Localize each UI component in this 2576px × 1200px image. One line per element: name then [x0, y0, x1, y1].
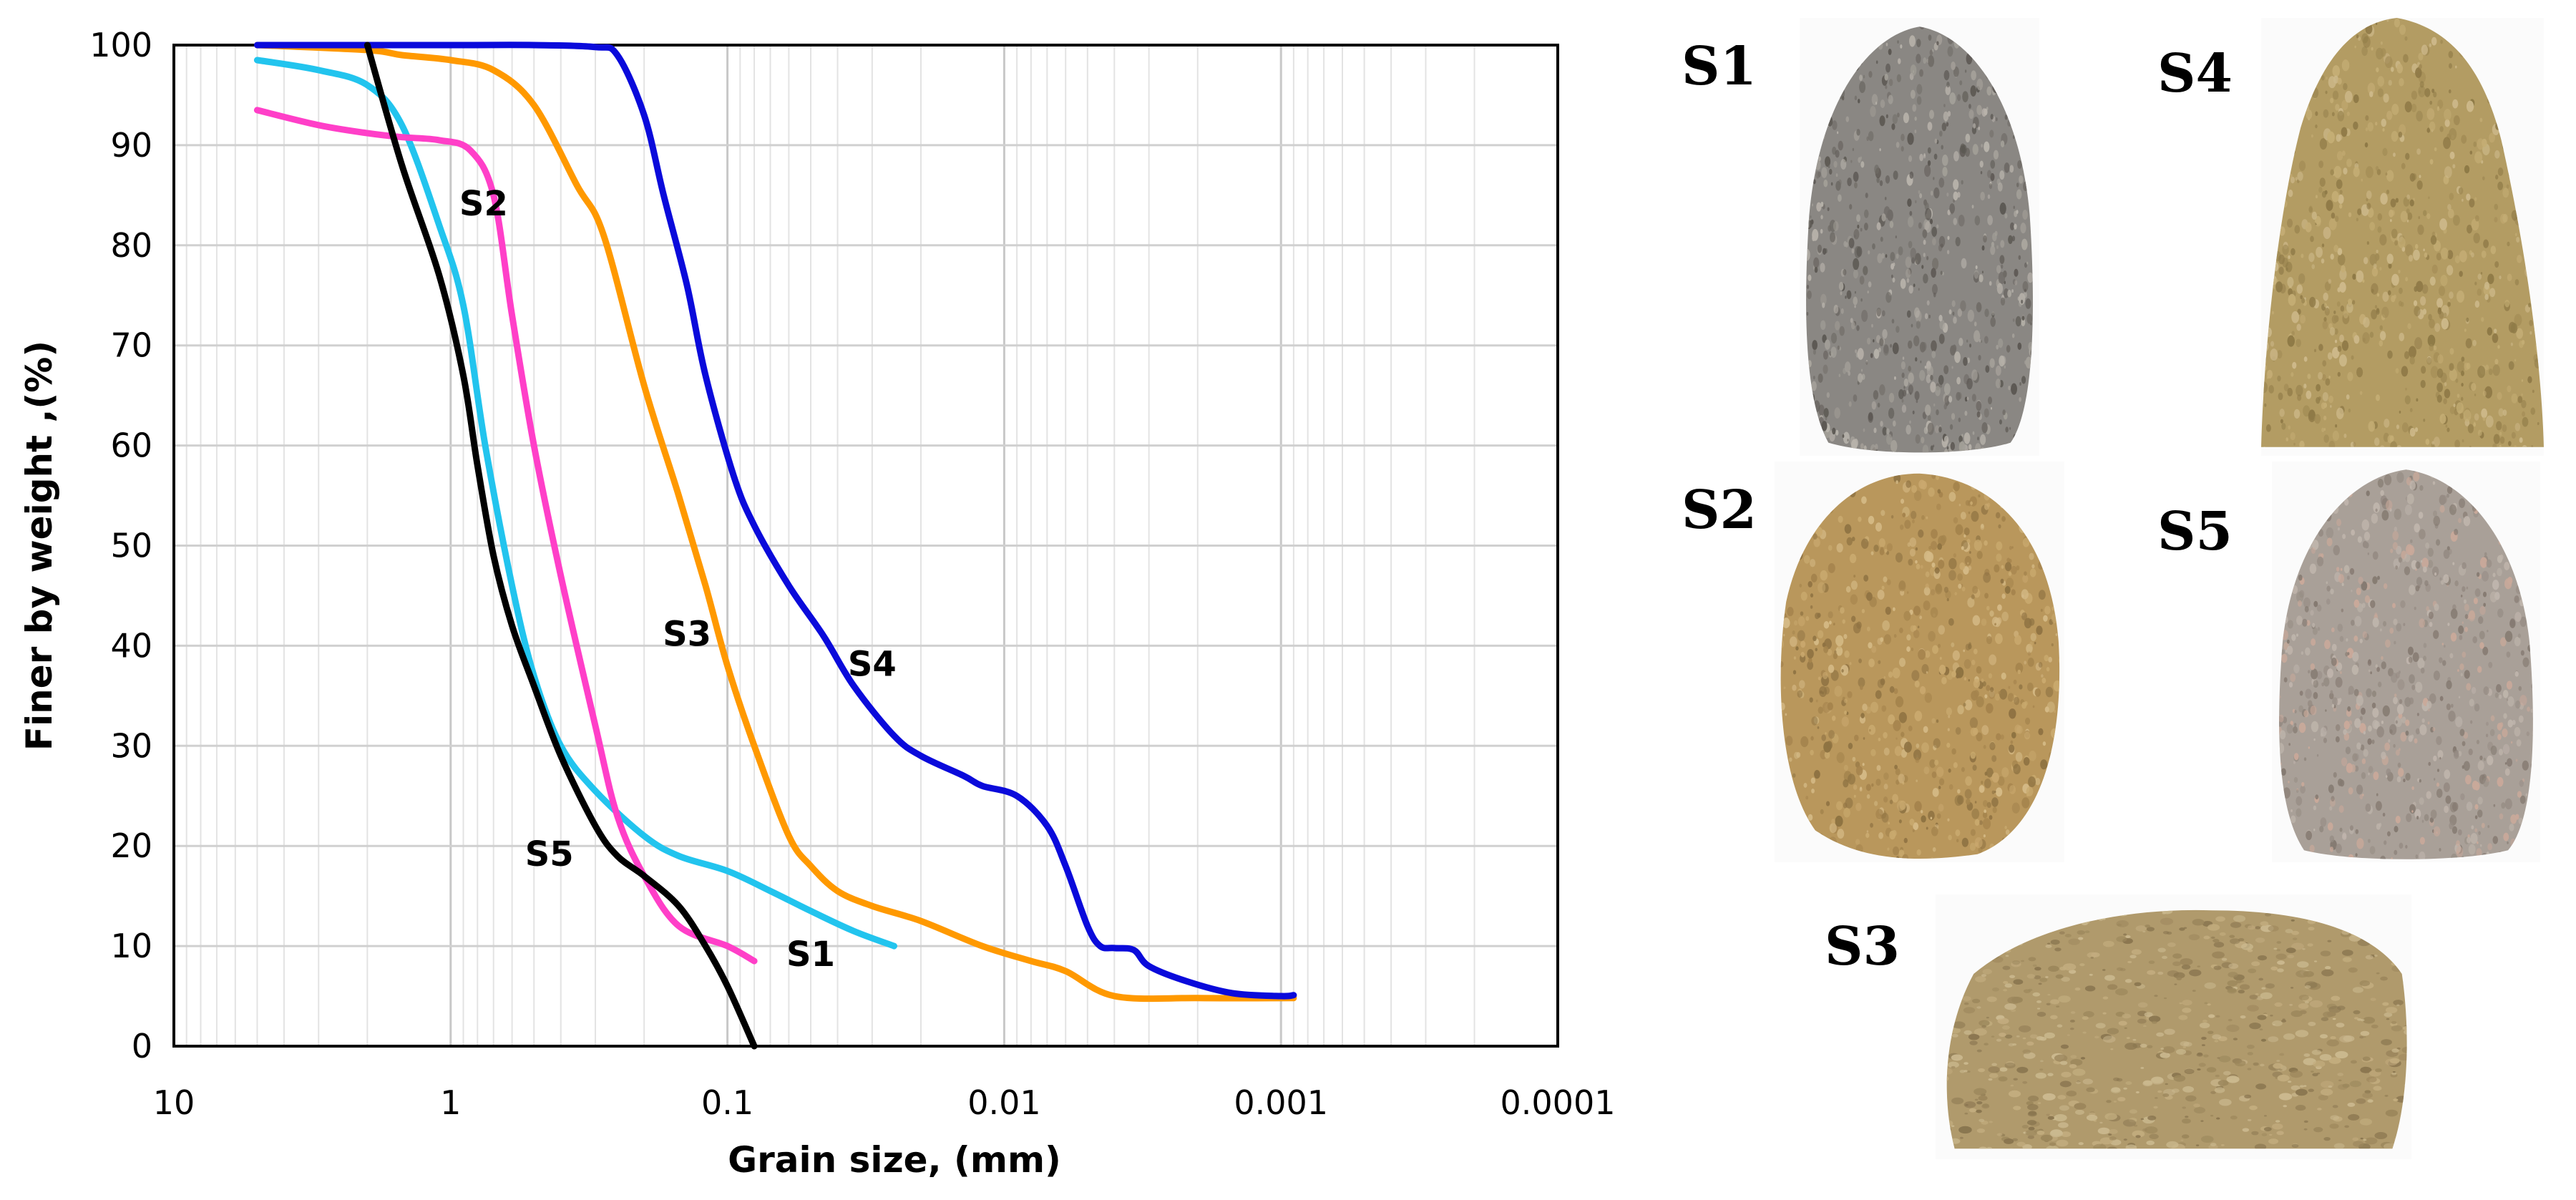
y-tick-label: 30 — [110, 726, 152, 765]
sample-photo-s2 — [1775, 462, 2064, 862]
y-tick-labels: 0 10 20 30 40 50 60 70 80 90 100 — [89, 26, 152, 1065]
sample-photo-s4 — [2261, 18, 2544, 456]
sample-body — [1806, 26, 2033, 453]
sample-label-s3: S3 — [1825, 916, 1900, 977]
y-axis-title: Finer by weight ,(%) — [19, 341, 60, 751]
series-label-s1: S1 — [786, 935, 835, 975]
x-tick-labels: 10 1 0.1 0.01 0.001 0.0001 — [153, 1083, 1616, 1122]
y-tick-label: 0 — [132, 1027, 152, 1065]
y-tick-label: 100 — [89, 26, 152, 64]
sample-label-s2: S2 — [1682, 479, 1757, 541]
series-line-s5 — [364, 42, 758, 1050]
x-tick-label: 0.0001 — [1501, 1083, 1616, 1122]
sample-body — [1780, 473, 2060, 859]
sample-body — [2261, 18, 2544, 447]
sample-body — [1946, 909, 2407, 1149]
series-layer — [253, 42, 1297, 1050]
y-tick-label: 70 — [110, 326, 152, 365]
grain-size-chart: 10 1 0.1 0.01 0.001 0.0001 0 10 20 30 40 50 60 70 80 9… — [19, 26, 1616, 1181]
series-line-s1 — [253, 57, 897, 950]
y-tick-label: 20 — [110, 826, 152, 865]
sample-photo-s1 — [1800, 18, 2039, 456]
sample-photo-s3 — [1936, 894, 2411, 1159]
series-line-s2 — [253, 107, 758, 965]
sample-texture — [1780, 473, 2060, 859]
series-label-s3: S3 — [663, 614, 711, 654]
sample-texture — [1806, 26, 2033, 453]
sample-texture — [2279, 469, 2533, 859]
y-tick-label: 90 — [110, 126, 152, 165]
series-label-s5: S5 — [525, 834, 574, 874]
grid-major — [172, 44, 1559, 1048]
series-label-s4: S4 — [848, 644, 897, 684]
x-axis-title: Grain size, (mm) — [728, 1139, 1061, 1181]
x-tick-label: 0.01 — [967, 1083, 1040, 1122]
y-tick-label: 80 — [110, 226, 152, 265]
sample-photo-s5 — [2272, 462, 2540, 862]
sample-label-s4: S4 — [2157, 43, 2233, 104]
series-labels: S1 S2 S3 S4 S5 — [459, 184, 897, 975]
x-tick-label: 1 — [440, 1083, 461, 1122]
plot-frame — [172, 44, 1559, 1048]
y-tick-label: 50 — [110, 527, 152, 565]
sample-texture — [2261, 18, 2544, 447]
x-tick-label: 0.001 — [1234, 1083, 1328, 1122]
series-line-s3 — [253, 42, 1297, 1003]
sample-label-s1: S1 — [1682, 36, 1757, 97]
y-tick-label: 10 — [110, 927, 152, 965]
series-label-s2: S2 — [459, 184, 508, 224]
x-tick-label: 0.1 — [701, 1083, 753, 1122]
series-line-s4 — [253, 42, 1297, 1000]
x-tick-label: 10 — [153, 1083, 195, 1122]
sample-label-s5: S5 — [2157, 501, 2233, 562]
y-tick-label: 60 — [110, 426, 152, 465]
sample-texture — [1946, 909, 2407, 1149]
chart-svg: 10 1 0.1 0.01 0.001 0.0001 010203040506070809… — [19, 26, 1616, 1181]
y-tick-label: 40 — [110, 626, 152, 665]
